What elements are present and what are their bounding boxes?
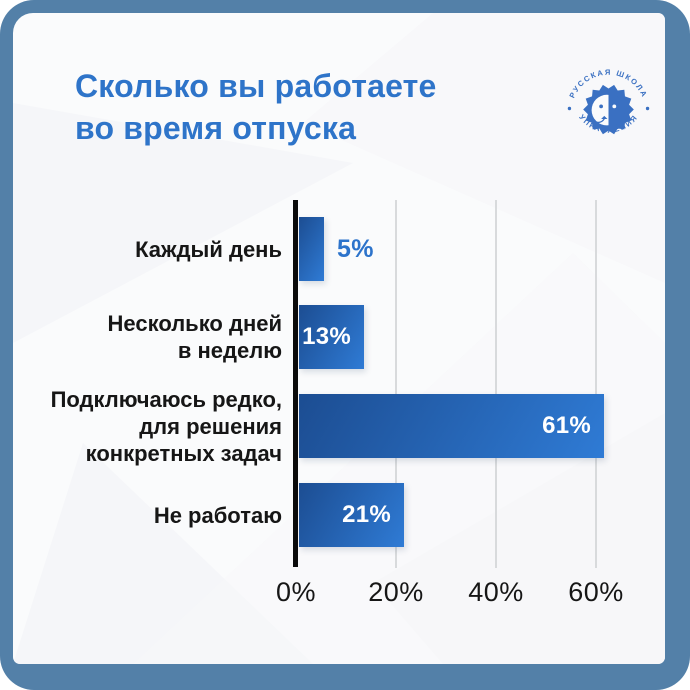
value-label: 21% — [342, 501, 391, 528]
x-tick-label: 60% — [568, 577, 624, 607]
gridline-60% — [595, 200, 597, 568]
category-label-line: конкретных задач — [85, 440, 282, 466]
category-label-line: Несколько дней — [107, 311, 282, 336]
category-label-line: Каждый день — [135, 236, 282, 262]
x-tick-label: 20% — [368, 577, 424, 607]
bar: 13% — [299, 305, 364, 369]
x-tick-label: 0% — [275, 577, 317, 607]
page-title-line1: Сколько вы работаете — [75, 68, 437, 104]
category-label-line: Не работаю — [153, 502, 282, 528]
category-label-line: для решения — [139, 413, 282, 439]
category-label: Несколько дней в неделю — [40, 310, 282, 364]
category-label-line: Подключаюсь редко, — [50, 386, 282, 412]
lowpoly-background — [13, 13, 665, 664]
y-axis-line — [293, 200, 298, 567]
company-logo: РУССКАЯ ШКОЛА УПРАВЛЕНИЯ — [567, 68, 650, 135]
x-tick-label: 40% — [468, 577, 524, 607]
page-title: Сколько вы работаете во время отпуска — [75, 65, 437, 149]
bar: 21% — [299, 483, 404, 547]
value-label: 5% — [337, 234, 374, 263]
category-label-line: в неделю — [177, 338, 282, 363]
category-label: Не работаю — [40, 502, 282, 529]
page-title-line2: во время отпуска — [75, 110, 357, 146]
value-label: 13% — [302, 323, 351, 350]
gridline-40% — [495, 200, 497, 568]
bar: 61% — [299, 394, 604, 458]
bar — [299, 217, 324, 281]
category-label: Подключаюсь редко, для решения конкретных … — [40, 386, 282, 467]
value-label: 61% — [542, 412, 591, 439]
logo-lion-icon — [583, 84, 634, 135]
category-label: Каждый день — [40, 236, 282, 263]
gridline-20% — [395, 200, 397, 568]
